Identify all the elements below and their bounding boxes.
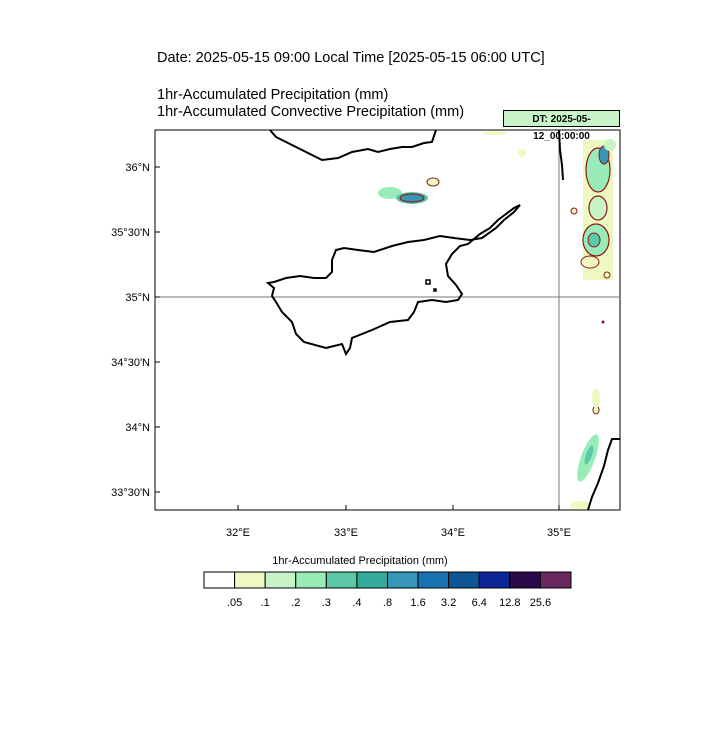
- lon-label-33e: 33°E: [334, 527, 358, 539]
- lon-label-35e: 35°E: [547, 527, 571, 539]
- lat-label-36n: 36°N: [125, 162, 150, 174]
- map-frame: [154, 129, 621, 511]
- date-title: Date: 2025-05-15 09:00 Local Time [2025-…: [157, 50, 545, 66]
- dt-badge: DT: 2025-05-12_00:00:00: [503, 110, 620, 142]
- lat-label-35n: 35°N: [125, 292, 150, 304]
- precip-band-southeast: [483, 131, 600, 509]
- precip-band-east: [570, 139, 616, 324]
- islet-small: [433, 288, 437, 292]
- lon-label-32e: 32°E: [226, 527, 250, 539]
- coastline-lebanon: [587, 438, 620, 511]
- lat-ticks: [155, 166, 160, 493]
- islet: [425, 279, 431, 285]
- lat-label-33-30n: 33°30'N: [111, 487, 150, 499]
- coastline-turkey: [269, 129, 437, 162]
- coastline-turkey-east: [558, 129, 564, 181]
- lat-label-34-30n: 34°30'N: [111, 357, 150, 369]
- lat-label-35-30n: 35°30'N: [111, 227, 150, 239]
- precip-cell-north: [378, 177, 440, 204]
- colorbar-title: 1hr-Accumulated Precipitation (mm): [272, 555, 448, 567]
- precip-subtitle: 1hr-Accumulated Precipitation (mm): [157, 87, 389, 103]
- lon-ticks: [237, 505, 560, 510]
- coastline-cyprus: [265, 204, 521, 357]
- lon-label-34e: 34°E: [441, 527, 465, 539]
- convective-precip-subtitle: 1hr-Accumulated Convective Precipitation…: [157, 104, 465, 120]
- lat-label-34n: 34°N: [125, 422, 150, 434]
